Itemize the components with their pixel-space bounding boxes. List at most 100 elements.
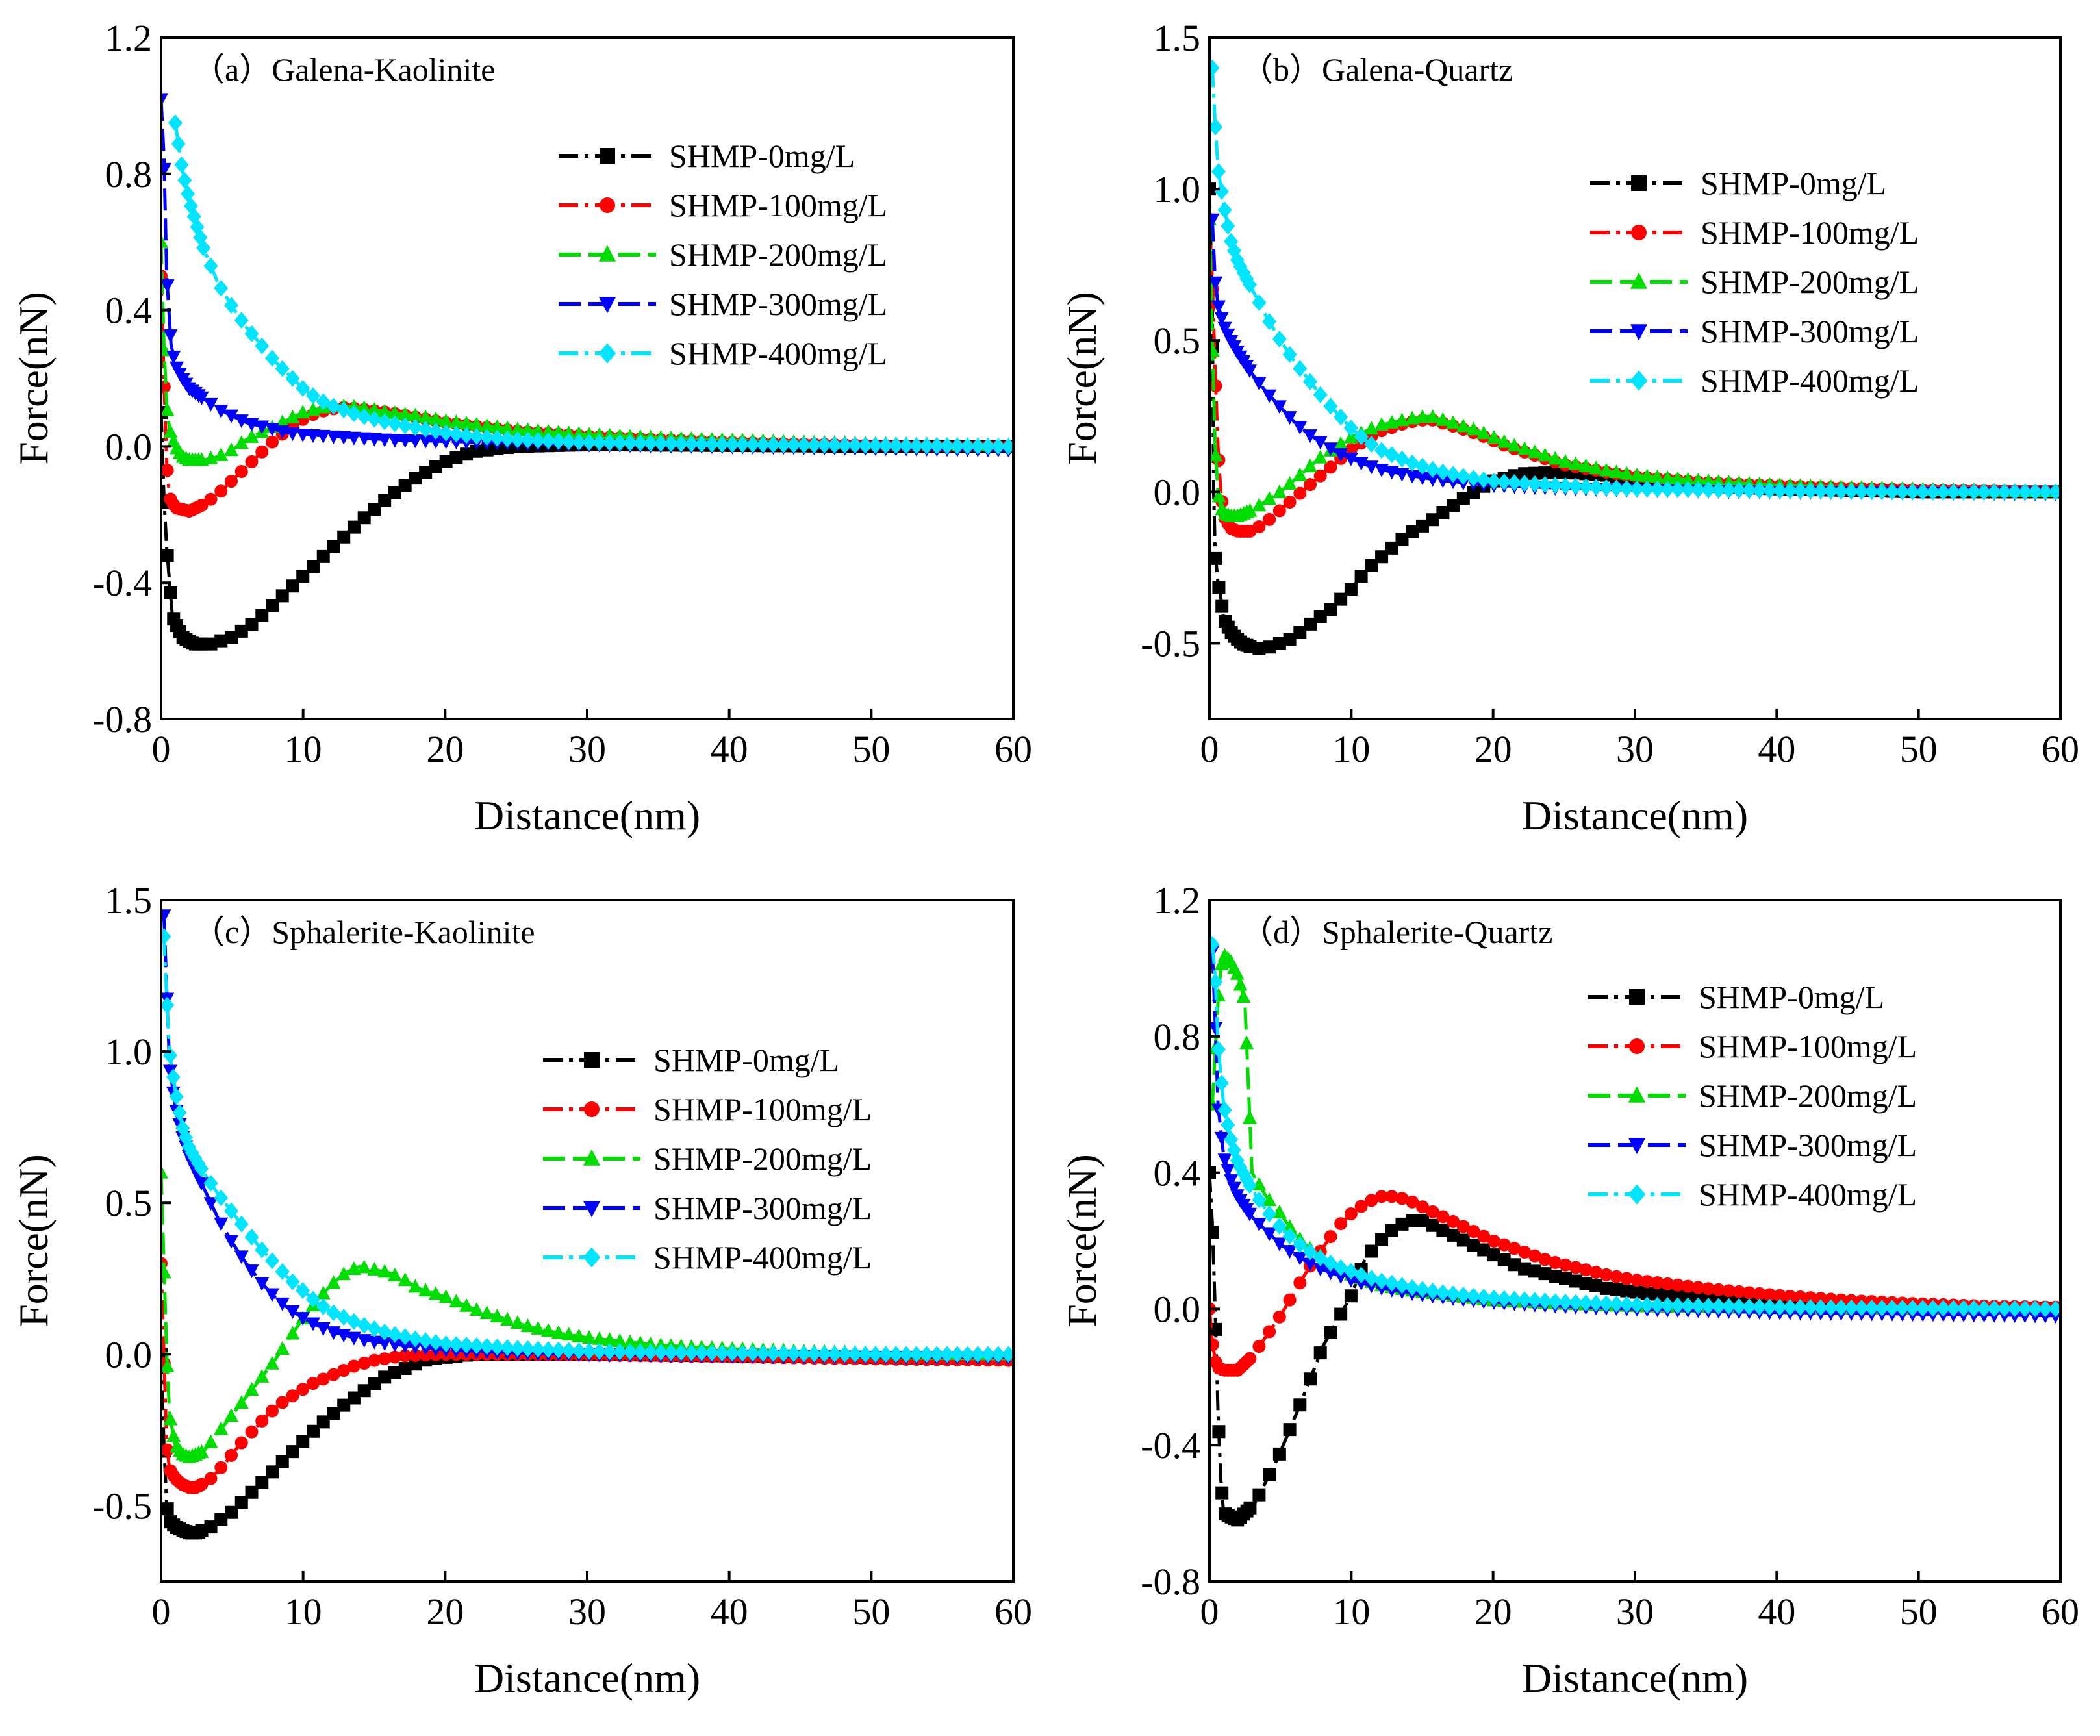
- legend-label: SHMP-100mg/L: [669, 187, 887, 223]
- data-point-d-4: [1436, 1284, 1450, 1302]
- data-point-d-1: [1702, 1282, 1715, 1296]
- data-point-b-2: [1415, 409, 1430, 423]
- data-point-d-4: [1221, 1116, 1235, 1134]
- data-point-c-4: [166, 1068, 181, 1086]
- data-point-d-4: [1885, 1300, 1900, 1317]
- y-tick-label: -0.8: [1141, 1561, 1200, 1603]
- data-point-c-4: [735, 1344, 750, 1362]
- data-point-d-4: [1476, 1289, 1491, 1306]
- data-point-a-3: [296, 428, 310, 442]
- data-point-b-2: [1670, 471, 1685, 485]
- data-point-c-4: [169, 1088, 184, 1105]
- data-point-c-2: [490, 1309, 505, 1323]
- data-point-b-2: [1711, 474, 1726, 488]
- data-point-c-2: [633, 1335, 648, 1350]
- data-point-d-0: [1395, 1217, 1409, 1231]
- data-point-b-2: [1243, 503, 1258, 517]
- data-point-d-0: [1293, 1398, 1307, 1412]
- data-point-b-0: [1538, 466, 1552, 480]
- data-point-b-3: [1364, 460, 1379, 475]
- data-point-a-4: [418, 420, 433, 438]
- data-point-b-4: [1527, 475, 1542, 493]
- data-point-b-0: [1252, 642, 1266, 655]
- data-point-a-4: [398, 417, 412, 434]
- data-point-b-2: [1507, 438, 1522, 452]
- data-point-c-3: [316, 1322, 331, 1336]
- data-point-c-3: [224, 1235, 239, 1249]
- panel-d: 0 10 20 30 40 50 60 -0.8 -0.4 0.0 0.4 0.8 1.2 Distanc…: [1059, 879, 2079, 1701]
- data-point-a-0: [460, 447, 474, 461]
- data-point-d-1: [1272, 1310, 1286, 1324]
- x-tick-label: 10: [285, 1591, 322, 1633]
- data-point-a-4: [940, 437, 955, 455]
- data-point-a-4: [786, 436, 801, 453]
- data-point-b-2: [1282, 476, 1297, 490]
- data-point-c-2: [161, 1358, 175, 1372]
- data-point-a-2: [305, 402, 320, 416]
- data-point-d-1: [1681, 1279, 1695, 1293]
- data-point-c-2: [551, 1325, 566, 1339]
- data-point-a-4: [704, 435, 719, 453]
- data-point-c-4: [664, 1344, 679, 1361]
- data-point-c-0: [378, 1370, 392, 1384]
- x-tick-label: 0: [152, 1591, 171, 1633]
- x-tick-label: 50: [852, 728, 890, 770]
- data-point-d-1: [1447, 1214, 1460, 1228]
- data-point-a-0: [161, 549, 174, 562]
- data-point-d-4: [1262, 1205, 1277, 1223]
- data-point-a-0: [470, 444, 483, 458]
- data-point-a-4: [827, 436, 842, 454]
- data-point-c-4: [940, 1346, 955, 1363]
- data-point-d-0: [1252, 1488, 1266, 1502]
- data-point-a-3: [408, 434, 423, 449]
- data-point-d-1: [1793, 1290, 1807, 1304]
- data-point-d-3: [1323, 1266, 1338, 1281]
- data-point-d-0: [1385, 1224, 1398, 1237]
- data-point-d-4: [1670, 1297, 1685, 1315]
- data-point-a-4: [174, 156, 189, 173]
- data-point-d-4: [1752, 1298, 1767, 1316]
- data-point-d-4: [1446, 1285, 1461, 1303]
- data-point-c-1: [368, 1353, 381, 1367]
- data-point-d-0: [1538, 1267, 1552, 1281]
- legend-label: SHMP-400mg/L: [1701, 362, 1919, 399]
- data-point-a-3: [377, 433, 392, 447]
- data-point-c-4: [520, 1340, 535, 1357]
- data-point-b-0: [1304, 617, 1317, 631]
- data-point-a-1: [225, 475, 238, 488]
- data-point-a-4: [817, 436, 832, 454]
- data-point-d-1: [1773, 1289, 1787, 1302]
- data-point-b-4: [1456, 468, 1471, 485]
- data-point-d-0: [1263, 1468, 1276, 1481]
- data-point-d-0: [1243, 1501, 1257, 1515]
- data-point-b-0: [1395, 533, 1409, 546]
- data-point-a-4: [541, 432, 556, 449]
- data-point-d-1: [1814, 1292, 1828, 1305]
- data-point-a-2: [561, 425, 576, 439]
- data-point-c-4: [633, 1343, 648, 1361]
- data-point-c-4: [194, 1160, 209, 1177]
- data-point-d-2: [1262, 1192, 1277, 1207]
- data-point-c-0: [234, 1496, 248, 1509]
- data-point-c-4: [561, 1342, 576, 1359]
- data-point-c-2: [602, 1332, 617, 1346]
- data-point-d-1: [1651, 1276, 1664, 1289]
- data-point-c-4: [582, 1342, 597, 1360]
- data-point-b-2: [1313, 449, 1328, 464]
- data-point-c-2: [438, 1289, 453, 1303]
- data-point-b-2: [1630, 467, 1645, 481]
- data-point-b-2: [1456, 418, 1471, 433]
- data-point-d-4: [1691, 1297, 1706, 1315]
- data-point-c-1: [265, 1404, 279, 1418]
- data-point-c-2: [387, 1267, 402, 1281]
- data-point-d-4: [1568, 1294, 1583, 1311]
- data-point-c-1: [357, 1357, 371, 1370]
- data-point-b-4: [1334, 409, 1348, 426]
- data-point-b-0: [1456, 492, 1470, 506]
- data-point-d-1: [1243, 1352, 1257, 1365]
- data-point-a-4: [919, 437, 934, 455]
- data-point-d-4: [2028, 1300, 2043, 1318]
- data-point-d-3: [1262, 1227, 1277, 1242]
- data-point-c-1: [245, 1425, 259, 1439]
- data-point-a-3: [161, 93, 168, 107]
